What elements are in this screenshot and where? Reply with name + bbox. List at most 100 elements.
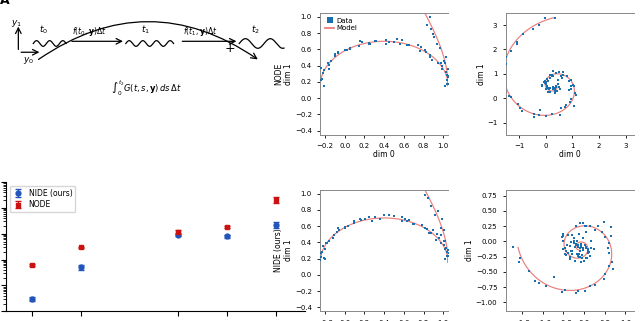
Point [548, 74, 558, 79]
Point [440, 256, 451, 262]
Point [575, 246, 585, 251]
Point [441, 54, 451, 59]
Point [540, 78, 550, 83]
Point [420, 225, 430, 230]
Point [345, 46, 355, 51]
Point [570, 259, 580, 264]
Point [562, 74, 572, 79]
Point [550, 15, 560, 20]
Point [568, 83, 579, 88]
Point [319, 67, 329, 73]
Text: $t_1$: $t_1$ [141, 23, 150, 36]
Point [404, 217, 414, 222]
Point [561, 243, 572, 248]
Point [593, 224, 603, 229]
Point [529, 114, 539, 119]
Point [381, 38, 391, 43]
Point [413, 171, 424, 176]
Point [506, 94, 516, 100]
Point [555, 87, 565, 92]
Point [429, 35, 440, 40]
Point [605, 225, 616, 230]
Point [580, 246, 591, 251]
Point [395, 42, 405, 47]
Point [414, 49, 424, 54]
Point [366, 218, 376, 223]
Point [583, 248, 593, 253]
Point [443, 66, 453, 72]
Point [550, 90, 560, 95]
Point [597, 229, 607, 234]
Point [548, 274, 559, 280]
Point [426, 231, 436, 236]
Point [333, 51, 344, 56]
Point [328, 236, 338, 241]
Point [409, 221, 419, 226]
Point [578, 221, 588, 226]
Point [413, 42, 423, 48]
Point [566, 239, 577, 244]
Point [543, 89, 554, 94]
Point [316, 65, 326, 71]
Point [364, 214, 374, 219]
Point [497, 70, 508, 75]
Point [324, 238, 335, 243]
Point [402, 42, 412, 48]
Point [529, 112, 540, 117]
Point [433, 60, 444, 65]
Point [381, 41, 391, 47]
Point [582, 255, 592, 260]
Point [543, 78, 553, 83]
Point [544, 85, 554, 90]
Point [572, 238, 582, 243]
Point [334, 227, 344, 232]
Point [568, 83, 579, 88]
Point [440, 69, 451, 74]
Point [415, 3, 426, 8]
Point [579, 258, 589, 263]
Text: $t_2$: $t_2$ [251, 23, 260, 36]
Point [323, 66, 333, 71]
Point [570, 223, 580, 229]
Point [576, 243, 586, 248]
Point [564, 87, 575, 92]
Point [534, 112, 545, 117]
Point [540, 80, 550, 85]
Point [589, 247, 600, 252]
Point [415, 0, 426, 2]
Point [315, 77, 325, 82]
Point [349, 218, 359, 223]
Point [442, 77, 452, 82]
Point [575, 249, 586, 254]
Point [423, 196, 433, 201]
Point [515, 255, 525, 260]
Point [553, 81, 563, 86]
Point [340, 225, 351, 230]
Point [449, 254, 460, 259]
Point [408, 222, 418, 227]
Point [529, 278, 540, 283]
Point [332, 229, 342, 234]
Point [322, 240, 332, 246]
Point [585, 223, 595, 228]
Point [539, 79, 549, 84]
Point [577, 235, 588, 240]
Point [440, 246, 451, 251]
Point [319, 256, 330, 262]
Point [384, 213, 394, 218]
Point [555, 112, 565, 117]
Y-axis label: dim 1: dim 1 [465, 240, 474, 261]
Point [575, 245, 585, 250]
Point [541, 113, 552, 118]
Point [422, 227, 432, 232]
Point [589, 282, 600, 288]
Point [590, 227, 600, 232]
Point [420, 192, 431, 197]
Point [534, 280, 544, 285]
Point [551, 83, 561, 88]
Point [410, 176, 420, 181]
Point [559, 104, 570, 109]
Point [431, 238, 441, 243]
Point [432, 42, 442, 47]
Point [374, 217, 385, 222]
